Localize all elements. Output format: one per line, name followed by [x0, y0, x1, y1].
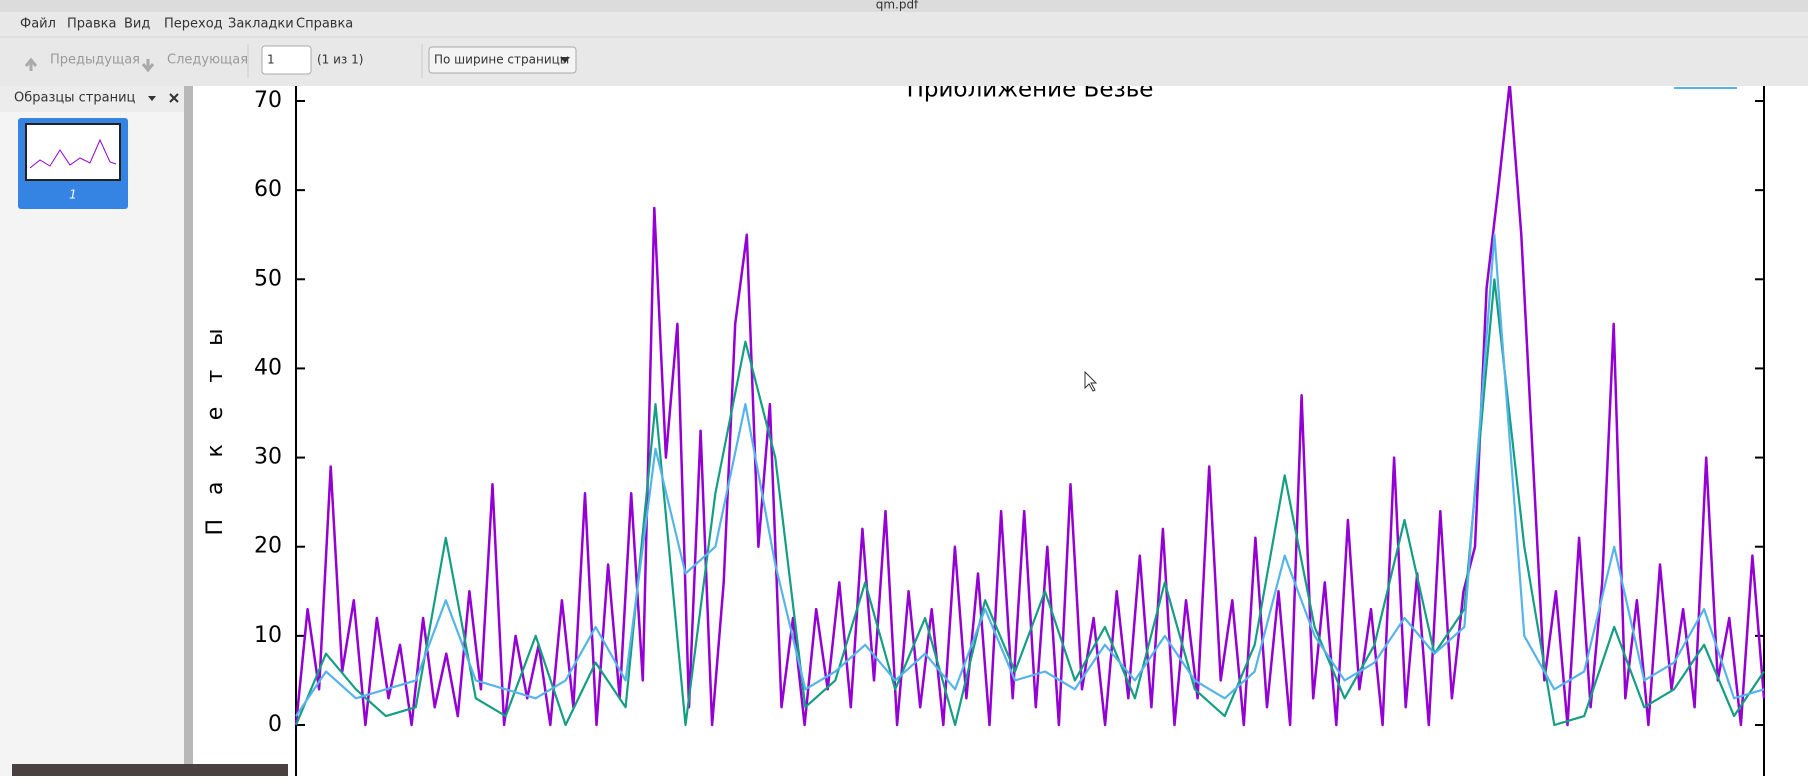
chart-title: Приближение Безье	[907, 77, 1154, 103]
series-line	[294, 86, 1766, 727]
page	[193, 86, 1808, 776]
page-input[interactable]	[261, 45, 312, 75]
y-tick-label: 40	[254, 355, 282, 380]
mouse-cursor	[1084, 370, 1098, 392]
plot: Приближение Безье Пакеты 0 10 20 30 40 50 60 70	[203, 77, 1766, 776]
thumbnail-label: 1	[69, 188, 77, 202]
menu-item[interactable]: Файл	[20, 17, 56, 32]
menu-item[interactable]: Справка	[296, 17, 353, 32]
y-tick-label: 20	[254, 534, 282, 559]
series-line	[294, 278, 1765, 727]
thumbnail-preview	[29, 138, 117, 169]
y-tick-label: 60	[254, 177, 282, 202]
y-tick-label: 0	[268, 712, 282, 737]
prev-icon	[24, 57, 38, 71]
y-axis-label: Пакеты	[203, 304, 228, 535]
series-line	[295, 233, 1765, 717]
next-button[interactable]: Следующая	[167, 53, 248, 68]
page-input-value: 1	[267, 53, 275, 67]
y-tick-label: 50	[254, 266, 282, 291]
y-tick-label: 70	[254, 88, 282, 113]
page-count: (1 из 1)	[317, 53, 363, 67]
prev-button[interactable]: Предыдущая	[50, 53, 140, 68]
title-bar	[0, 0, 1808, 12]
zoom-value: По ширине страницы	[434, 53, 569, 67]
thumbnail	[25, 123, 121, 181]
dropdown-arrow	[560, 57, 570, 63]
overlay-strip	[12, 764, 288, 776]
sidebar-title: Образцы страниц	[14, 91, 136, 106]
y-tick-label: 10	[254, 623, 282, 648]
window-title: qm.pdf	[876, 0, 919, 12]
sidebar-menu[interactable]	[148, 96, 156, 101]
menu-item[interactable]: Закладки	[228, 17, 294, 32]
next-icon	[141, 59, 155, 73]
splitter	[184, 86, 193, 776]
menu-bar: Файл Правка Вид Переход Закладки Справка	[20, 17, 353, 32]
y-tick-label: 30	[254, 445, 282, 470]
menu-item[interactable]: Правка	[67, 17, 116, 32]
sidebar-close[interactable]	[169, 93, 179, 103]
zoom-select[interactable]	[428, 46, 577, 74]
menu-item[interactable]: Переход	[164, 17, 223, 32]
menu-item[interactable]: Вид	[124, 17, 150, 32]
